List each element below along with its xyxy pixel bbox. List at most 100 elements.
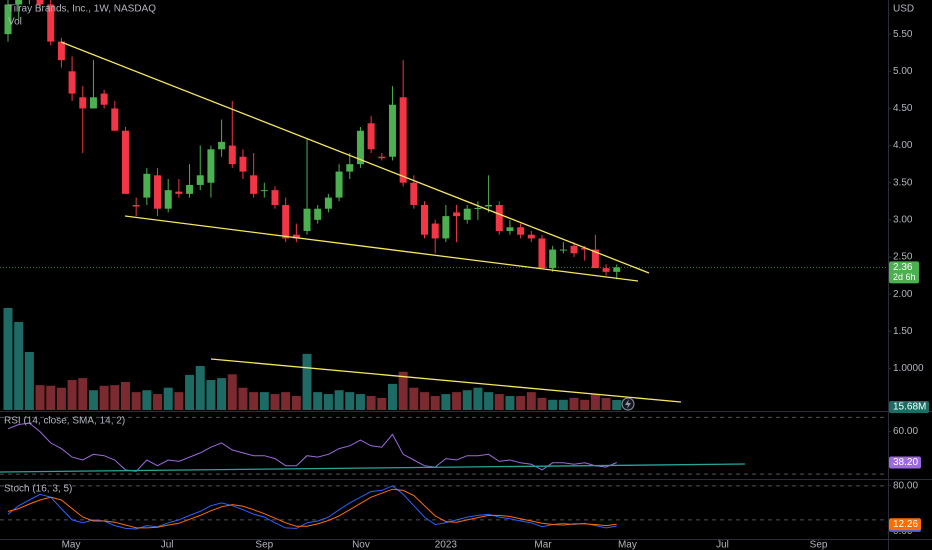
candle-body (143, 173, 151, 198)
volume-last-label: 15.68M (893, 402, 926, 413)
volume-bar (345, 392, 355, 410)
volume-bar (377, 397, 387, 410)
volume-bar (612, 400, 622, 410)
candle-body (218, 141, 226, 150)
volume-bar (420, 392, 430, 410)
y-tick-label: 60.00 (893, 426, 918, 437)
x-tick-label: Jul (161, 540, 174, 550)
candle-body (282, 205, 290, 239)
volume-badge (889, 401, 929, 413)
candle-body (132, 205, 140, 207)
volume-bar (46, 385, 56, 410)
candle-body (100, 93, 108, 105)
volume-bar (110, 385, 120, 410)
volume-bar (548, 399, 558, 410)
volume-bar (580, 399, 590, 410)
axes: May Jul Sep Nov 2023 Mar May Jul Sep 15.68M 1.0000… (62, 29, 929, 550)
volume-bar (558, 399, 568, 410)
volume-bar (227, 374, 237, 410)
event-icon-glyph (625, 399, 631, 409)
volume-bar (473, 387, 483, 410)
candle-body (335, 171, 343, 198)
candle-body (517, 227, 525, 235)
x-tick-label: 2023 (435, 540, 458, 550)
currency: USD (893, 4, 914, 15)
candle-body (196, 175, 204, 185)
trend-line (210, 358, 682, 403)
rsi-title: RSI (14, close, SMA, 14, 2) (4, 416, 125, 427)
candle-body (314, 208, 322, 220)
volume-bar (163, 387, 173, 410)
chart-title: Tilray Brands, Inc., 1W, NASDAQ (8, 4, 156, 15)
indicator-badge (889, 456, 921, 469)
volume-bar (120, 381, 130, 410)
y-tick-label: 3.00 (893, 214, 913, 225)
candle-body (228, 145, 236, 165)
volume-bar (35, 385, 45, 410)
candle-body (559, 249, 567, 251)
volume-bar (366, 395, 376, 410)
candle-body (442, 216, 450, 239)
y-tick-label: 80.00 (893, 480, 918, 491)
candle-body (164, 190, 172, 209)
last-price-label: 2.36 (893, 262, 913, 273)
trend-line (60, 41, 650, 274)
candle-body (453, 212, 461, 217)
volume-bar (526, 392, 536, 410)
candle-body (388, 104, 396, 157)
candle-body (36, 0, 44, 5)
volume-bar (88, 390, 98, 410)
volume-bar (99, 385, 109, 410)
y-tick-label: 2.00 (893, 289, 913, 300)
x-tick-label: May (618, 540, 637, 550)
candle-body (186, 184, 194, 194)
candle-body (591, 249, 599, 269)
volume-bar (590, 394, 600, 410)
stoch-pane (0, 485, 888, 530)
volume-bar (441, 394, 451, 410)
candle-body (410, 182, 418, 205)
volume-bar (67, 380, 77, 410)
volume-bar (430, 395, 440, 410)
candle-body (47, 4, 55, 42)
candle-body (154, 175, 162, 209)
candle-body (378, 156, 386, 159)
x-tick-label: Mar (534, 540, 552, 550)
x-tick-label: Nov (352, 540, 370, 550)
volume-bar (484, 392, 494, 410)
candle-body (111, 108, 119, 131)
candle-body (57, 41, 65, 61)
candle-body (4, 4, 12, 35)
rsi-pane (0, 416, 888, 475)
volume-bar (516, 395, 526, 410)
x-tick-label: Sep (810, 540, 828, 550)
volume-bar (398, 371, 408, 410)
indicator-last-label: 38.20 (893, 457, 918, 468)
volume-bar (142, 390, 152, 410)
y-tick-label: 3.50 (893, 177, 913, 188)
countdown: 2d 6h (893, 272, 916, 282)
volume-bar (174, 392, 184, 410)
indicator-line (7, 488, 617, 529)
indicator-last-label: 12.26 (893, 519, 918, 530)
x-tick-label: Sep (255, 540, 273, 550)
volume-bar (270, 394, 280, 410)
volume-bar (601, 397, 611, 410)
candle-body (538, 238, 546, 269)
x-tick-label: May (62, 540, 81, 550)
candle-body (367, 123, 375, 150)
candle-body (506, 227, 514, 231)
candle-body (463, 208, 471, 220)
candle-body (549, 249, 557, 269)
volume-bar (494, 394, 504, 410)
y-tick-label: 5.50 (893, 29, 913, 40)
volume-bar (323, 394, 333, 410)
volume-bar (195, 366, 205, 410)
trend-line (0, 463, 746, 473)
volume-bar (505, 395, 515, 410)
candle-body (346, 164, 354, 172)
y-tick-label: 1.0000 (893, 363, 924, 374)
y-tick-label: 2.50 (893, 252, 913, 263)
